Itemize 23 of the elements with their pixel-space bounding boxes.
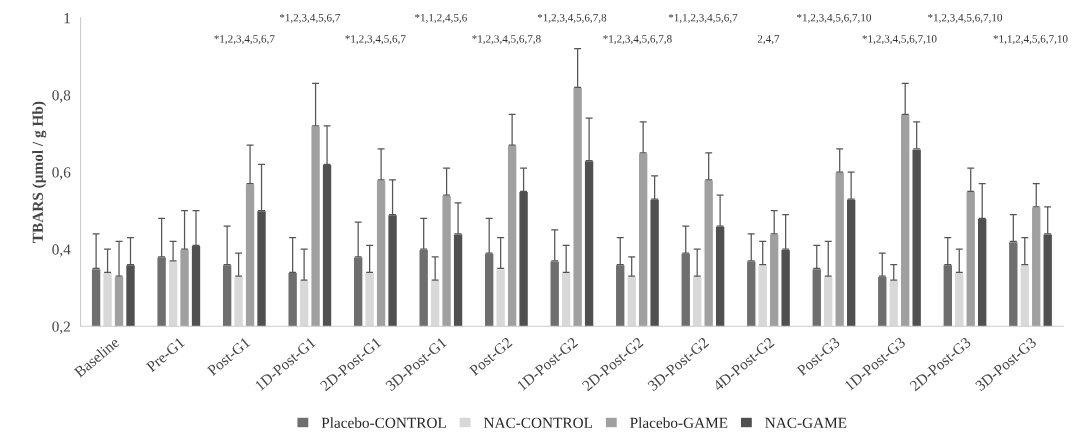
annotation: *1,1,2,3,4,5,6,7 — [668, 13, 738, 24]
annotation: *1,2,3,4,5,6,7,10 — [928, 13, 1003, 24]
y-tick-label: 0,8 — [52, 90, 71, 103]
legend-label: NAC-GAME — [765, 417, 847, 429]
annotation: *1,2,3,4,5,6,7 — [214, 35, 275, 45]
y-tick-label: 0,4 — [52, 244, 71, 257]
annotation: *1,2,3,4,5,6,7,10 — [862, 35, 937, 45]
annotation: *1,2,3,4,5,6,7,8 — [537, 13, 607, 24]
annotation: *1,2,3,4,5,6,7 — [345, 35, 406, 45]
annotation: *1,1,2,4,5,6 — [415, 13, 467, 24]
annotation: *1,2,3,4,5,6,7,8 — [603, 35, 672, 45]
annotation: *1,2,3,4,5,6,7 — [279, 13, 341, 24]
y-tick-label: 0,2 — [52, 321, 70, 334]
legend-label: NAC-CONTROL — [483, 417, 593, 429]
y-axis-title: TBARS (µmol / g Hb) — [32, 101, 47, 243]
annotation: *1,2,3,4,5,6,7,10 — [797, 13, 872, 24]
legend-label: Placebo-GAME — [630, 417, 728, 429]
annotation: *1,2,3,4,5,6,7,8 — [472, 35, 541, 45]
y-tick-label: 1 — [64, 13, 70, 24]
y-tick-label: 0,6 — [52, 167, 71, 180]
annotation: 2,4,7 — [757, 35, 780, 45]
legend-label: Placebo-CONTROL — [321, 417, 446, 429]
annotation: *1,1,2,4,5,6,7,10 — [993, 35, 1068, 45]
